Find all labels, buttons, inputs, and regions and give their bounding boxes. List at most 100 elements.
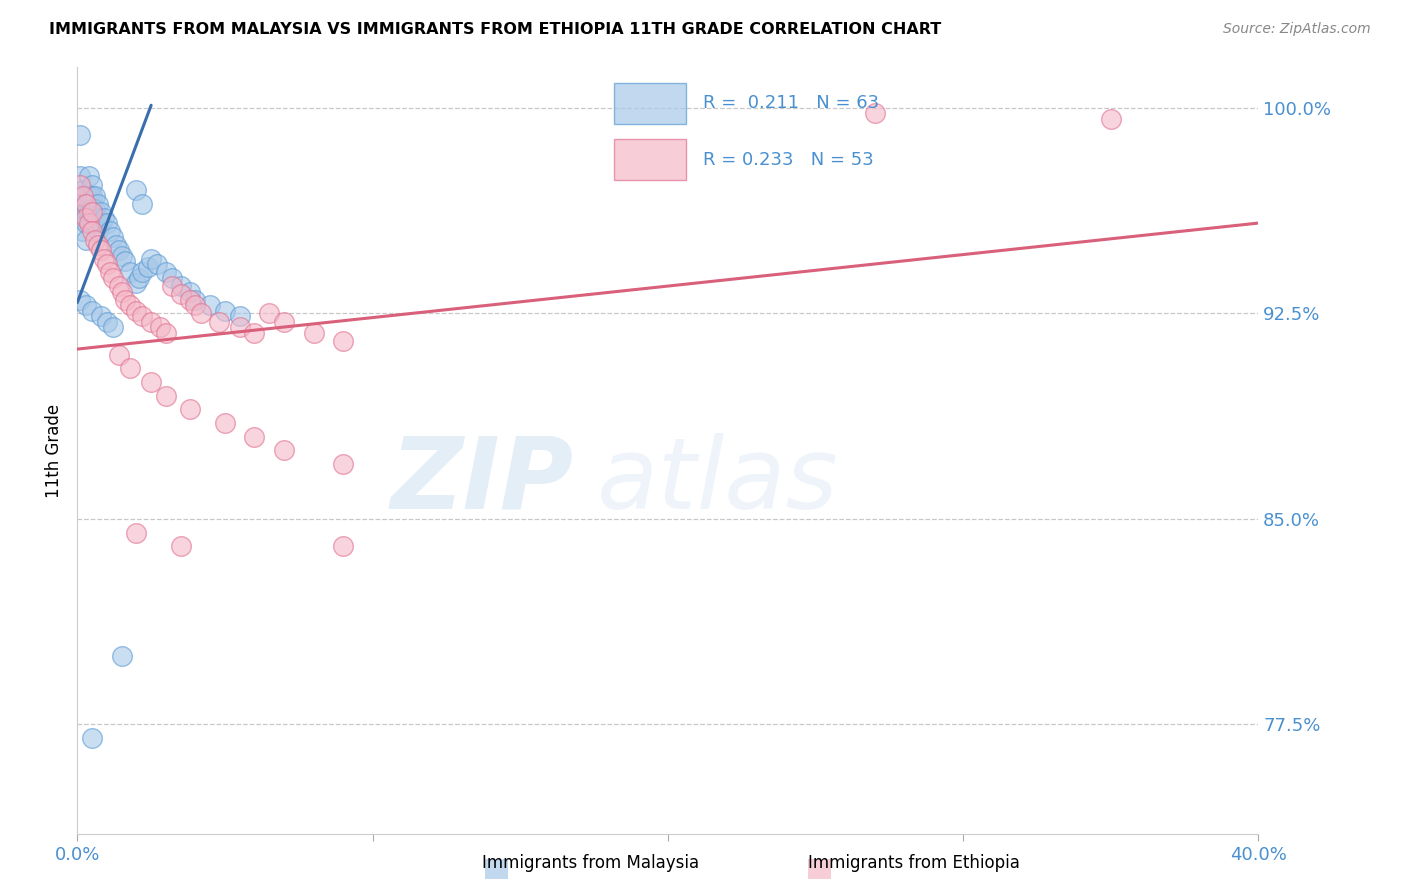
Point [96, 216, 118, 230]
Point [69, 293, 91, 307]
Point [184, 298, 207, 312]
Point [104, 238, 127, 252]
Point [243, 430, 266, 444]
Point [155, 265, 177, 279]
Point [75, 232, 97, 246]
Point [128, 270, 150, 285]
Point [125, 525, 148, 540]
Point [114, 254, 136, 268]
Point [214, 416, 236, 430]
FancyBboxPatch shape [479, 855, 513, 883]
Point [111, 648, 132, 663]
Point [243, 326, 266, 340]
Text: atlas: atlas [598, 433, 838, 530]
Point [84, 232, 107, 246]
Point [332, 457, 354, 471]
Point [93, 252, 115, 266]
Point [69, 169, 91, 184]
Point [146, 257, 169, 271]
Point [120, 298, 142, 312]
Point [155, 326, 177, 340]
Point [82, 178, 104, 192]
Point [82, 216, 104, 230]
Point [75, 211, 97, 225]
Point [170, 539, 193, 553]
Point [170, 279, 193, 293]
Point [87, 238, 110, 252]
Point [82, 202, 104, 217]
Point [200, 298, 222, 312]
Point [84, 216, 107, 230]
Point [179, 293, 201, 307]
Point [107, 279, 129, 293]
Point [77, 188, 100, 202]
Point [114, 293, 136, 307]
Point [82, 205, 104, 219]
Point [155, 389, 177, 403]
Point [98, 224, 121, 238]
Point [111, 285, 132, 299]
Point [82, 303, 104, 318]
Point [90, 244, 112, 258]
Point [72, 183, 94, 197]
Point [141, 252, 163, 266]
Point [179, 285, 201, 299]
Point [82, 731, 104, 745]
Point [93, 211, 115, 225]
Point [84, 188, 107, 202]
Text: Source: ZipAtlas.com: Source: ZipAtlas.com [1223, 22, 1371, 37]
Point [72, 188, 94, 202]
Point [863, 106, 886, 120]
Point [77, 169, 100, 184]
Point [111, 249, 132, 263]
Point [141, 375, 163, 389]
Point [82, 224, 104, 238]
Point [72, 211, 94, 225]
Text: IMMIGRANTS FROM MALAYSIA VS IMMIGRANTS FROM ETHIOPIA 11TH GRADE CORRELATION CHAR: IMMIGRANTS FROM MALAYSIA VS IMMIGRANTS F… [49, 22, 942, 37]
Point [75, 188, 97, 202]
Point [101, 229, 124, 244]
Point [131, 265, 153, 279]
Point [87, 224, 110, 238]
Point [90, 309, 112, 323]
Point [332, 334, 354, 348]
Point [228, 320, 252, 334]
Point [69, 128, 91, 143]
Point [75, 216, 97, 230]
Point [120, 265, 142, 279]
Point [72, 197, 94, 211]
Point [141, 315, 163, 329]
Point [208, 315, 231, 329]
Point [75, 197, 97, 211]
Point [98, 265, 121, 279]
FancyBboxPatch shape [803, 855, 837, 883]
Point [69, 178, 91, 192]
Point [90, 205, 112, 219]
Point [136, 260, 159, 274]
Point [149, 320, 172, 334]
Point [101, 320, 124, 334]
Point [184, 293, 207, 307]
Point [259, 306, 281, 320]
Point [131, 309, 153, 323]
Point [179, 402, 201, 417]
Point [131, 197, 153, 211]
Point [87, 197, 110, 211]
Point [214, 303, 236, 318]
Point [160, 279, 183, 293]
Text: Immigrants from Ethiopia: Immigrants from Ethiopia [808, 855, 1019, 872]
Y-axis label: 11th Grade: 11th Grade [45, 403, 63, 498]
Point [87, 211, 110, 225]
Point [84, 202, 107, 217]
Point [82, 188, 104, 202]
Point [1099, 112, 1122, 126]
Point [125, 303, 148, 318]
Point [75, 205, 97, 219]
Point [120, 361, 142, 376]
Point [170, 287, 193, 301]
Point [101, 270, 124, 285]
Point [72, 224, 94, 238]
Point [273, 315, 295, 329]
Text: Immigrants from Malaysia: Immigrants from Malaysia [482, 855, 699, 872]
Point [107, 347, 129, 361]
